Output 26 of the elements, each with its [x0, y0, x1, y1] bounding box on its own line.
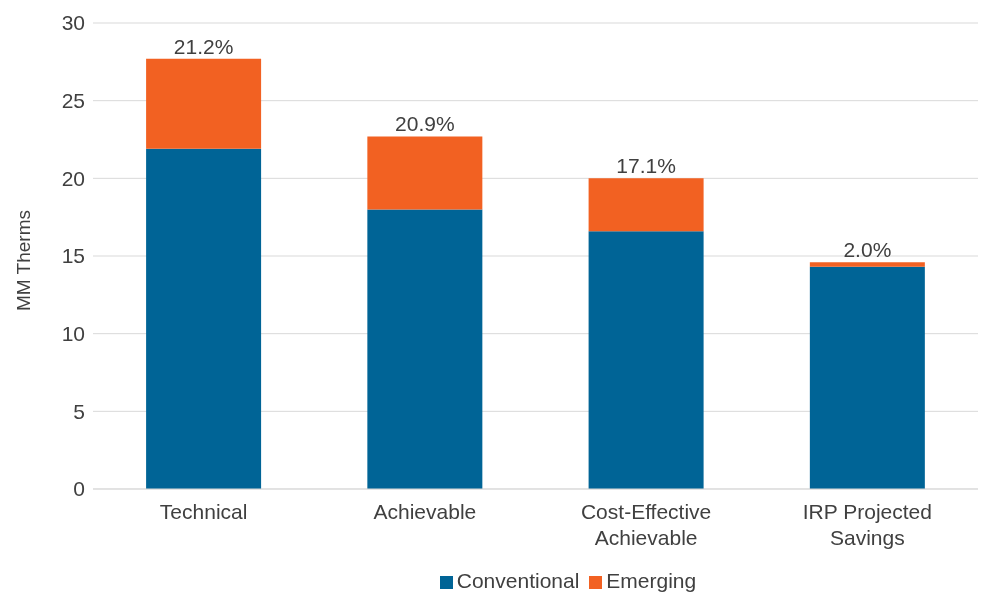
bar: [809, 262, 925, 267]
y-tick-label: 10: [61, 322, 85, 346]
y-tick-label: 0: [73, 477, 85, 501]
y-tick-label: 15: [61, 244, 85, 268]
bar: [809, 266, 925, 489]
bar: [146, 148, 262, 489]
y-tick-label: 20: [61, 166, 85, 190]
y-axis-title: MM Therms: [12, 210, 34, 311]
annotation: 20.9%: [395, 112, 455, 136]
y-tick-label: 5: [73, 399, 85, 423]
annotation: 21.2%: [173, 34, 234, 58]
bar: [367, 136, 483, 210]
bar: [146, 58, 262, 149]
legend-label: Conventional: [456, 569, 580, 592]
x-tick-label: Cost-Effective Achievable: [580, 500, 712, 549]
bar: [367, 209, 483, 489]
x-tick-label: Achievable: [373, 500, 477, 523]
y-tick-label: 30: [61, 11, 85, 35]
bar: [588, 178, 704, 232]
x-tick-label: Technical: [159, 500, 248, 523]
legend-label: Emerging: [606, 569, 697, 592]
bar: [588, 231, 704, 489]
y-tick-label: 25: [61, 89, 85, 113]
annotation: 2.0%: [843, 238, 892, 262]
x-tick-label: IRP Projected Savings: [802, 500, 932, 549]
annotation: 17.1%: [616, 154, 676, 178]
